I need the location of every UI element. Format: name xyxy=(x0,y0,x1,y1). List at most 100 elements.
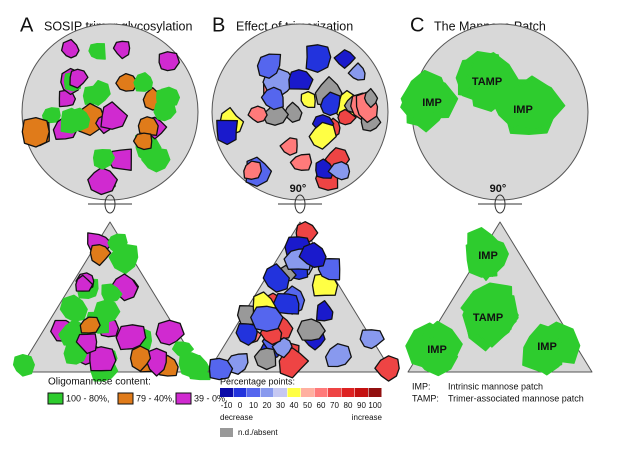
glycan-patch xyxy=(288,69,314,90)
legend-label: 79 - 40%, xyxy=(136,393,175,403)
glycan-patch xyxy=(93,299,121,324)
scale-label: 50 xyxy=(303,401,312,410)
scale-label: 30 xyxy=(276,401,285,410)
glycan-patch xyxy=(75,333,98,355)
glycan-patch xyxy=(12,353,35,377)
glycan-patch xyxy=(100,101,129,130)
glycan-patch xyxy=(153,98,177,122)
glycan-patch xyxy=(75,274,94,292)
legend-label: 100 - 80%, xyxy=(66,393,110,403)
glycan-patch xyxy=(470,293,519,348)
glycan-patch xyxy=(413,334,459,377)
glycan-patch xyxy=(216,119,239,146)
scale-swatch xyxy=(328,388,341,397)
glycan-patch xyxy=(279,137,298,156)
glycan-patch xyxy=(79,316,101,334)
scale-label: 10 xyxy=(249,401,258,410)
glycan-patch xyxy=(89,346,117,372)
glycan-patch xyxy=(69,68,89,89)
glycan-patch xyxy=(296,318,326,341)
glycan-patch xyxy=(467,227,504,264)
scale-label: 40 xyxy=(290,401,299,410)
glycan-patch xyxy=(253,347,277,371)
patch-label: IMP xyxy=(513,104,533,116)
glycan-patch xyxy=(137,116,159,136)
scale-label: 20 xyxy=(263,401,272,410)
glycan-patch xyxy=(60,38,80,59)
glycan-patch xyxy=(59,294,88,322)
panel-letter: A xyxy=(20,14,34,36)
glycan-patch xyxy=(89,244,112,267)
scale-high: increase xyxy=(352,413,383,422)
glycan-patch xyxy=(41,107,61,124)
absent-label: n.d./absent xyxy=(238,428,278,437)
legend-title: Percentage points: xyxy=(220,376,295,386)
scale-swatch xyxy=(260,388,274,397)
glycan-patch xyxy=(101,283,123,303)
glycan-patch xyxy=(92,148,116,170)
rotation-arrow xyxy=(104,194,116,214)
scale-swatch xyxy=(233,388,247,397)
glycan-patch xyxy=(324,343,352,368)
scale-label: 90 xyxy=(357,401,366,410)
patch-label: IMP xyxy=(422,97,442,109)
glycan-patch xyxy=(347,62,366,81)
legend-term: IMP: xyxy=(412,381,431,391)
glycan-patch xyxy=(327,161,351,181)
legend-term: TAMP: xyxy=(412,393,439,403)
scale-swatch xyxy=(247,388,260,397)
glycan-patch xyxy=(82,85,105,105)
legend-swatch xyxy=(175,392,192,405)
glycan-patch xyxy=(115,324,147,351)
scale-label: 60 xyxy=(317,401,326,410)
glycan-patch xyxy=(404,69,449,124)
patch-label: TAMP xyxy=(472,76,502,88)
glycan-patch xyxy=(300,90,316,109)
glycan-patch xyxy=(133,72,153,92)
glycan-patch xyxy=(178,351,205,378)
patch-label: TAMP xyxy=(473,312,503,324)
glycan-patch xyxy=(21,116,50,148)
scale-swatch xyxy=(301,388,314,397)
glycan-patch xyxy=(129,345,152,372)
glycan-patch xyxy=(158,51,181,72)
scale-swatch xyxy=(220,388,233,397)
glycan-patch xyxy=(260,86,284,111)
glycan-patch xyxy=(305,44,332,73)
glycan-patch xyxy=(87,167,118,196)
rotation-label: 90° xyxy=(490,183,507,195)
legend-definition: Intrinsic mannose patch xyxy=(448,381,543,391)
glycan-patch xyxy=(250,305,284,332)
glycan-patch xyxy=(289,153,313,171)
glycan-patch xyxy=(333,49,356,69)
glycan-patch xyxy=(115,72,139,92)
legend-title: Oligomannose content: xyxy=(48,377,151,388)
panel-letter: B xyxy=(212,14,225,36)
glycan-patch xyxy=(262,263,290,293)
glycan-patch xyxy=(132,132,153,151)
panel-letter: C xyxy=(410,14,424,36)
glycan-patch xyxy=(208,357,234,381)
scale-label: -10 xyxy=(221,401,233,410)
absent-swatch xyxy=(220,428,233,437)
glycan-patch xyxy=(247,105,268,124)
rotation-arrow xyxy=(494,194,506,214)
glycan-patch xyxy=(141,147,171,173)
scale-swatch xyxy=(355,388,368,397)
glycan-patch xyxy=(315,300,334,322)
scale-label: 0 xyxy=(238,401,243,410)
glycan-patch xyxy=(512,78,566,130)
rotation-arrow xyxy=(294,194,306,214)
glycan-patch xyxy=(256,53,282,79)
legend-swatch xyxy=(47,392,64,405)
glycan-patch xyxy=(60,107,86,134)
glycan-patch xyxy=(155,319,185,346)
glycan-patch xyxy=(298,242,327,268)
patch-label: IMP xyxy=(478,250,498,262)
glycan-patch xyxy=(88,42,106,60)
scale-swatch xyxy=(287,388,301,397)
patch-label: IMP xyxy=(537,341,557,353)
glycan-patch xyxy=(107,233,128,255)
scale-swatch xyxy=(274,388,287,397)
